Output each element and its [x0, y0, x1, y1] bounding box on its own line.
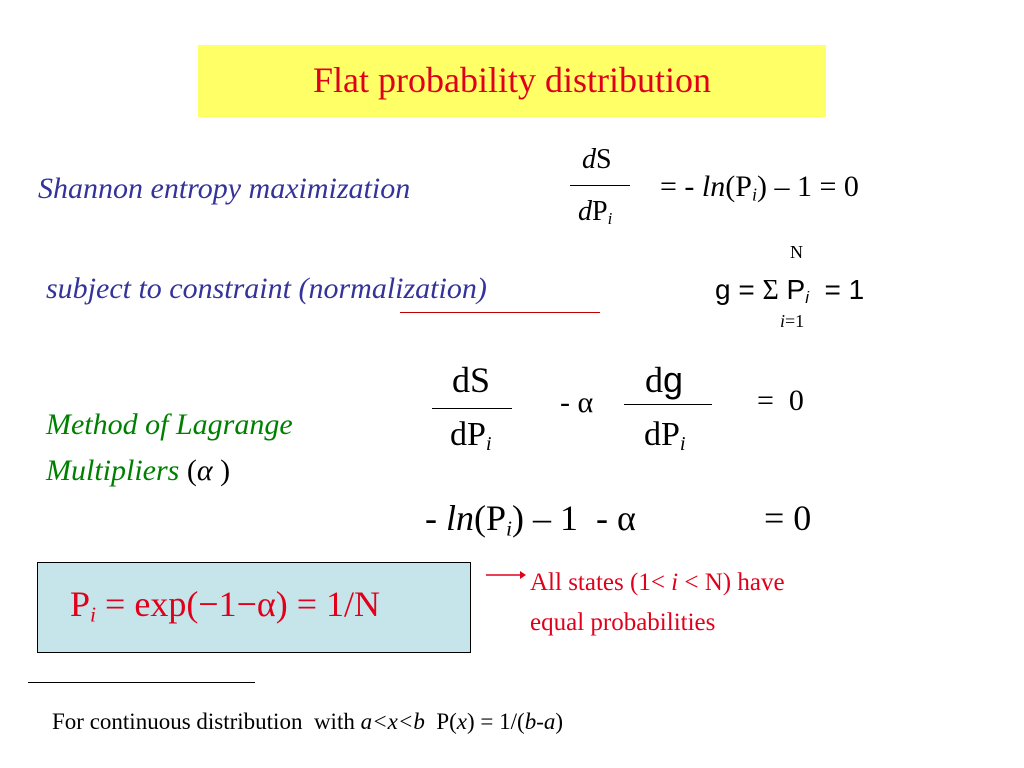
note-line-1: All states (1< i < N) have: [530, 570, 785, 595]
text: normalization: [308, 272, 477, 305]
text: ): [555, 709, 564, 734]
alpha: α: [196, 454, 213, 487]
rest: = exp(−1−α) = 1/N: [96, 584, 381, 624]
shannon-rhs: = - ln(Pi) – 1 = 0: [660, 172, 859, 204]
fraction-line: [432, 408, 512, 409]
solution-box: [37, 562, 471, 653]
fraction-line: [570, 185, 630, 186]
fraction-line: [624, 404, 712, 405]
ln: ln: [446, 498, 475, 538]
paren: ): [212, 454, 231, 487]
footnote: For continuous distribution with a<x<b P…: [52, 710, 563, 733]
paren: (: [186, 454, 197, 487]
sigma: Σ: [762, 275, 779, 306]
upper-limit: N: [790, 242, 803, 262]
text: a<x<b: [360, 709, 425, 734]
p: P: [778, 274, 806, 305]
term2-denominator: dPi: [644, 418, 686, 455]
subscript: i: [805, 288, 809, 308]
constraint-equation: g = Σ Pi = 1: [715, 276, 864, 307]
term2-numerator: dg: [645, 359, 684, 400]
text: b-a: [524, 709, 556, 734]
arrow: [486, 571, 526, 579]
s: S: [596, 144, 612, 175]
g: g =: [715, 274, 763, 305]
subscript: i: [679, 433, 686, 456]
dp: dP: [450, 416, 486, 453]
lagrange-label-1: Method of Lagrange: [46, 408, 293, 441]
term1-denominator: dPi: [450, 418, 492, 455]
operator: - α: [560, 386, 594, 419]
constraint-label: subject to constraint (normalization): [46, 274, 487, 304]
text: ): [476, 272, 487, 305]
g: g: [663, 359, 684, 400]
shannon-numerator: dS: [582, 146, 612, 174]
lagrange-result-eq: = 0: [764, 498, 812, 538]
minus: -: [425, 498, 446, 538]
note-line-2: equal probabilities: [530, 609, 716, 636]
text: For continuous distribution with: [52, 709, 361, 734]
subscript: i: [751, 184, 757, 205]
i: i: [780, 311, 786, 331]
rest: ) – 1 - α: [512, 498, 636, 538]
subscript: i: [506, 516, 513, 541]
lagrange-label-2: Multipliers (α ): [46, 456, 230, 486]
footnote-rule: [28, 682, 255, 683]
shannon-label: Shannon entropy maximization: [38, 172, 411, 205]
solution-equation: Pi = exp(−1−α) = 1/N: [70, 586, 380, 626]
rest: ) – 1 = 0: [756, 170, 859, 203]
lagrange-result: - ln(Pi) – 1 - α: [425, 500, 636, 540]
eq: =1: [785, 311, 805, 331]
subscript: i: [90, 602, 97, 627]
text: < N) have: [678, 569, 785, 596]
d: d: [582, 144, 596, 175]
text: All states (1<: [530, 569, 672, 596]
i: i: [671, 569, 679, 596]
p: P: [592, 196, 608, 227]
text: x: [456, 709, 468, 734]
subscript: i: [485, 433, 492, 456]
shannon-denominator: dPi: [578, 198, 612, 228]
eq: = -: [660, 170, 702, 203]
lower-limit: i=1: [780, 312, 804, 330]
ln: ln: [701, 170, 726, 203]
term1-numerator: dS: [452, 360, 491, 400]
title: Flat probability distribution: [313, 60, 711, 100]
text: ) = 1/(: [467, 709, 525, 734]
text: P(: [424, 709, 457, 734]
underline: [400, 312, 600, 313]
p: (P: [474, 498, 507, 538]
lagrange-rhs: = 0: [757, 384, 804, 417]
p: (P: [725, 170, 752, 203]
text: Multipliers: [46, 454, 180, 487]
subscript: i: [607, 209, 613, 229]
title-box: [198, 45, 826, 117]
dp: dP: [644, 416, 680, 453]
d: d: [645, 360, 663, 400]
d: d: [578, 196, 592, 227]
text: subject to constraint (: [46, 272, 309, 305]
rest: = 1: [808, 274, 865, 305]
p: P: [70, 584, 91, 624]
